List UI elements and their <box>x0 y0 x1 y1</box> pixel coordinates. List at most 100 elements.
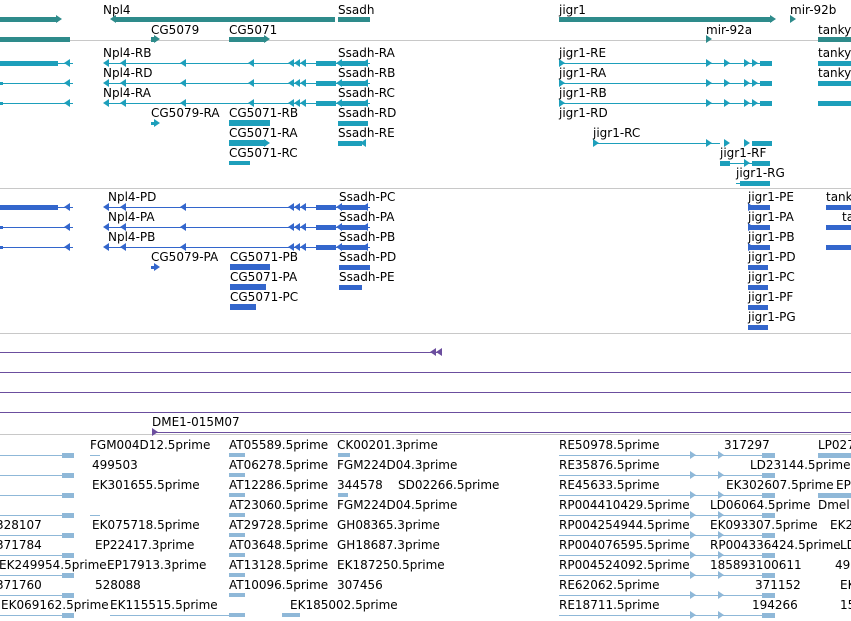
transcript-label[interactable]: CG5071-PA <box>230 270 298 284</box>
transcript-label[interactable]: CG5071-RA <box>229 126 298 140</box>
est-label[interactable]: EP <box>836 478 851 492</box>
gene-label-mir-92a[interactable]: mir-92a <box>706 23 753 37</box>
est-label[interactable]: EK115515.5prime <box>110 598 218 612</box>
est-label[interactable]: 317297 <box>724 438 770 452</box>
transcript-label[interactable]: CG5071-RC <box>229 146 298 160</box>
est-label[interactable]: RE18711.5prime <box>559 598 660 612</box>
est-label[interactable]: 307456 <box>337 578 383 592</box>
est-label[interactable]: GH08365.3prime <box>337 518 440 532</box>
est-label[interactable]: EP17913.3prime <box>107 558 207 572</box>
est-label[interactable]: AT23060.5prime <box>229 498 329 512</box>
transcript-label[interactable]: jigr1-RD <box>559 106 608 120</box>
gene-label-cg5079[interactable]: CG5079 <box>151 23 200 37</box>
transcript-label[interactable]: Ssadh-RB <box>338 66 396 80</box>
est-label[interactable]: EK2 <box>830 518 851 532</box>
transcript-label[interactable]: jigr1-PB <box>748 230 795 244</box>
transcript-label[interactable]: Npl4-PB <box>108 230 156 244</box>
transcript-label[interactable]: ta <box>842 210 851 224</box>
est-label[interactable]: EK185002.5prime <box>290 598 398 612</box>
transcript-label[interactable]: CG5079-RA <box>151 106 220 120</box>
est-label[interactable]: FGM004D12.5prime <box>90 438 211 452</box>
est-label[interactable]: AT29728.5prime <box>229 518 329 532</box>
est-label[interactable]: 194266 <box>752 598 798 612</box>
est-label[interactable]: RE45633.5prime <box>559 478 660 492</box>
est-label[interactable]: RP004336424.5prime <box>710 538 841 552</box>
est-label[interactable]: RP004254944.5prime <box>559 518 690 532</box>
transcript-label[interactable]: CG5071-RB <box>229 106 299 120</box>
transcript-label[interactable]: CG5079-PA <box>151 250 219 264</box>
est-label[interactable]: EK093307.5prime <box>710 518 818 532</box>
est-label[interactable]: 185893100611 <box>710 558 802 572</box>
transcript-label[interactable]: jigr1-RE <box>559 46 607 60</box>
est-label[interactable]: CK00201.3prime <box>337 438 438 452</box>
est-label[interactable]: Dmel <box>818 498 850 512</box>
est-label[interactable]: AT06278.5prime <box>229 458 329 472</box>
transcript-label[interactable]: Ssadh-RA <box>338 46 395 60</box>
transcript-label[interactable]: jigr1-PG <box>748 310 796 324</box>
transcript-label[interactable]: tanky <box>818 46 851 60</box>
est-label[interactable]: LD06064.5prime <box>710 498 811 512</box>
gene-label-mir-92b[interactable]: mir-92b <box>790 3 837 17</box>
est-label[interactable]: RP004410429.5prime <box>559 498 690 512</box>
transcript-label[interactable]: CG5071-PB <box>230 250 299 264</box>
est-label[interactable]: 371152 <box>755 578 801 592</box>
transcript-label[interactable]: Npl4-RA <box>103 86 151 100</box>
transcript-label[interactable]: Ssadh-RC <box>338 86 395 100</box>
transcript-label[interactable]: jigr1-PD <box>748 250 796 264</box>
est-label[interactable]: 328107 <box>0 518 42 532</box>
est-label[interactable]: FGM224D04.3prime <box>337 458 458 472</box>
est-label[interactable]: RE62062.5prime <box>559 578 660 592</box>
transcript-label[interactable]: Npl4-PD <box>108 190 157 204</box>
est-label[interactable]: 49 <box>835 558 851 572</box>
transcript-label[interactable]: jigr1-RG <box>736 166 785 180</box>
transcript-label[interactable]: jigr1-PE <box>748 190 795 204</box>
gene-label-ssadh[interactable]: Ssadh <box>338 3 375 17</box>
transcript-label[interactable]: Ssadh-RD <box>338 106 397 120</box>
transcript-label[interactable]: jigr1-PA <box>748 210 794 224</box>
est-label[interactable]: AT12286.5prime <box>229 478 329 492</box>
vector-label[interactable]: DME1-015M07 <box>152 415 240 429</box>
est-label[interactable]: EK249954.5prime <box>0 558 107 572</box>
transcript-label[interactable]: jigr1-PF <box>748 290 794 304</box>
transcript-label[interactable]: Ssadh-RE <box>338 126 395 140</box>
est-label[interactable]: LP027 <box>818 438 851 452</box>
transcript-label[interactable]: jigr1-RF <box>720 146 767 160</box>
est-label[interactable]: GH18687.3prime <box>337 538 440 552</box>
gene-label-cg5071[interactable]: CG5071 <box>229 23 278 37</box>
est-label[interactable]: EK187250.5prime <box>337 558 445 572</box>
est-label[interactable]: AT13128.5prime <box>229 558 329 572</box>
transcript-label[interactable]: Npl4-RB <box>103 46 152 60</box>
transcript-label[interactable]: Npl4-PA <box>108 210 155 224</box>
est-label[interactable]: LD <box>840 538 851 552</box>
est-label[interactable]: 344578 <box>337 478 383 492</box>
est-label[interactable]: EK075718.5prime <box>92 518 200 532</box>
est-label[interactable]: AT03648.5prime <box>229 538 329 552</box>
transcript-label[interactable]: Ssadh-PC <box>339 190 396 204</box>
est-label[interactable]: SD02266.5prime <box>398 478 500 492</box>
transcript-label[interactable]: Ssadh-PA <box>339 210 395 224</box>
est-label[interactable]: EP22417.3prime <box>95 538 195 552</box>
transcript-label[interactable]: Npl4-RD <box>103 66 153 80</box>
gene-label-tankyrase[interactable]: tankyr <box>818 23 851 37</box>
gene-label-Npl4[interactable]: Npl4 <box>103 3 131 17</box>
est-label[interactable]: RP004524092.5prime <box>559 558 690 572</box>
est-label[interactable]: RE50978.5prime <box>559 438 660 452</box>
est-label[interactable]: RP004076595.5prime <box>559 538 690 552</box>
est-label[interactable]: 371784 <box>0 538 42 552</box>
transcript-label[interactable]: jigr1-RB <box>559 86 607 100</box>
transcript-label[interactable]: jigr1-RC <box>593 126 641 140</box>
transcript-label[interactable]: tanky <box>818 66 851 80</box>
est-label[interactable]: 371760 <box>0 578 42 592</box>
est-label[interactable]: FGM224D04.5prime <box>337 498 458 512</box>
est-label[interactable]: AT05589.5prime <box>229 438 329 452</box>
est-label[interactable]: AT10096.5prime <box>229 578 329 592</box>
transcript-label[interactable]: Ssadh-PD <box>339 250 397 264</box>
est-label[interactable]: EK069162.5prime <box>1 598 109 612</box>
est-label[interactable]: EK301655.5prime <box>92 478 200 492</box>
gene-label-jigr1[interactable]: jigr1 <box>559 3 586 17</box>
transcript-label[interactable]: Ssadh-PE <box>339 270 395 284</box>
transcript-label[interactable]: jigr1-PC <box>748 270 795 284</box>
est-label[interactable]: RE35876.5prime <box>559 458 660 472</box>
est-label[interactable]: EK <box>840 578 851 592</box>
